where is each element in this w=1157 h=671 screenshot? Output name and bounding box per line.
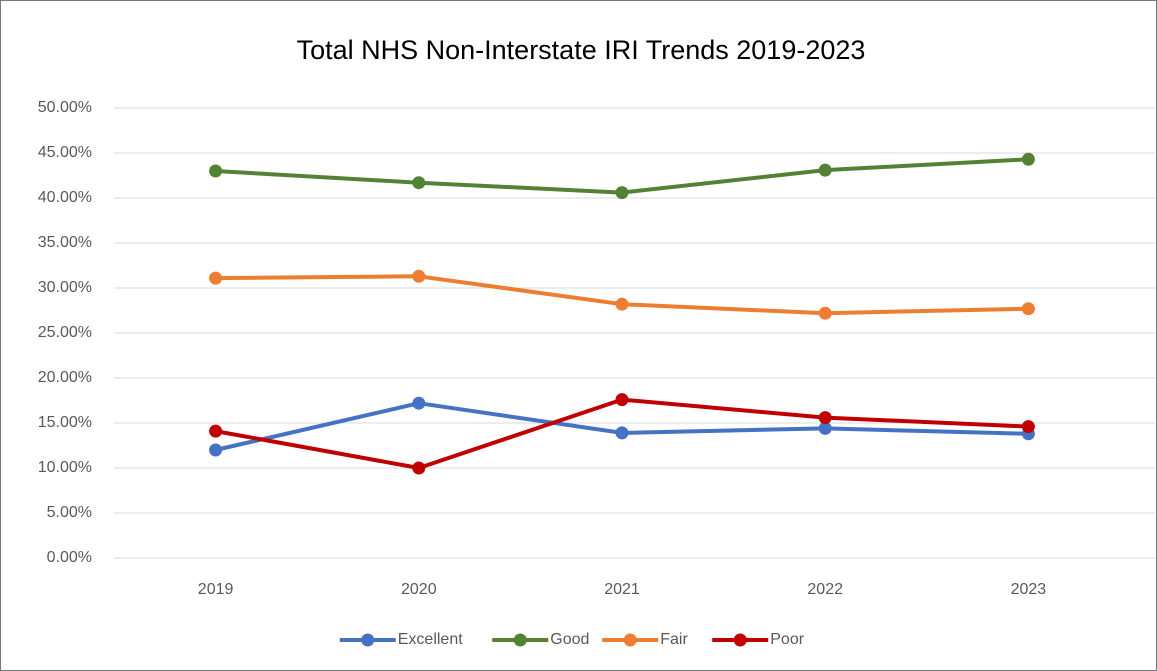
data-point [209,164,223,178]
data-point [615,393,629,407]
legend-marker [623,633,637,647]
legend-marker [513,633,527,647]
y-tick-label: 0.00% [47,549,92,566]
y-tick-label: 40.00% [38,189,92,206]
data-point [412,461,426,475]
data-point [412,269,426,283]
data-point [209,424,223,438]
data-point [209,271,223,285]
legend-label: Excellent [398,631,463,648]
legend-marker [733,633,747,647]
y-tick-label: 25.00% [38,324,92,341]
data-point [412,396,426,410]
y-tick-label: 45.00% [38,144,92,161]
chart-title: Total NHS Non-Interstate IRI Trends 2019… [297,35,866,65]
y-tick-label: 50.00% [38,99,92,116]
data-point [1021,302,1035,316]
data-point [818,163,832,177]
data-point [209,443,223,457]
legend-marker [361,633,375,647]
legend-label: Good [550,631,589,648]
data-point [818,306,832,320]
y-tick-label: 20.00% [38,369,92,386]
y-tick-label: 15.00% [38,414,92,431]
data-point [818,411,832,425]
x-tick-label: 2021 [604,581,640,598]
y-tick-label: 30.00% [38,279,92,296]
x-tick-label: 2023 [1011,581,1047,598]
data-point [615,186,629,200]
data-point [615,297,629,311]
x-tick-label: 2019 [198,581,234,598]
data-point [1021,420,1035,434]
data-point [412,176,426,190]
y-tick-label: 35.00% [38,234,92,251]
data-point [615,426,629,440]
data-point [1021,152,1035,166]
legend-label: Fair [660,631,688,648]
y-tick-label: 5.00% [47,504,92,521]
legend-label: Poor [770,631,804,648]
x-tick-label: 2022 [807,581,843,598]
x-tick-label: 2020 [401,581,437,598]
data-point [818,421,832,435]
y-tick-label: 10.00% [38,459,92,476]
